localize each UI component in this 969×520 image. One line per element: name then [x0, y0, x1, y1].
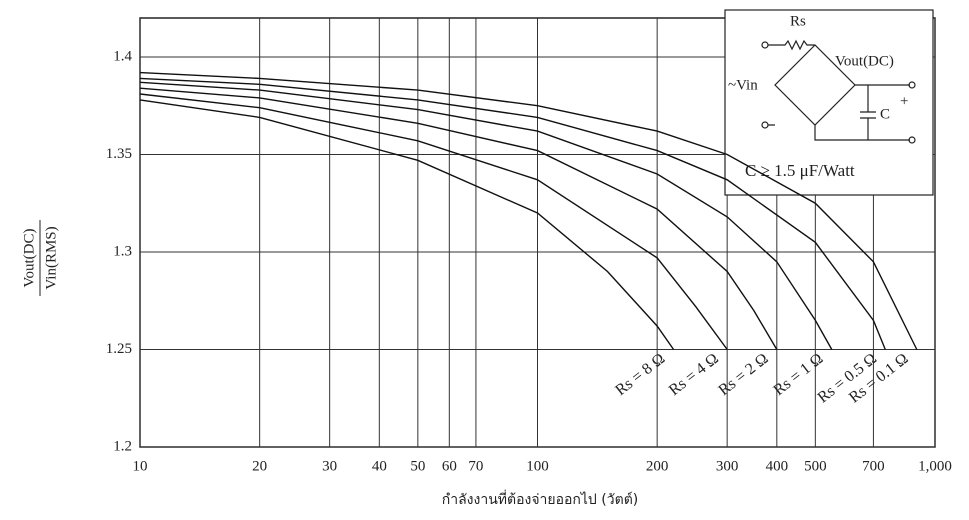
curve — [140, 88, 777, 349]
x-tick-label: 70 — [468, 458, 483, 474]
curve-label: Rs = 4 Ω — [666, 350, 722, 399]
x-tick-label: 400 — [766, 458, 789, 474]
y-tick-label: 1.4 — [113, 48, 132, 64]
x-tick-label: 50 — [410, 458, 425, 474]
chart: Rs ~Vin Vout(DC) + C C ≥ 1.5 μF/Watt กำล… — [0, 0, 969, 515]
x-tick-label: 1,000 — [918, 458, 952, 474]
inset-label: Rs — [790, 13, 806, 29]
curve — [140, 100, 674, 350]
x-tick-label: 200 — [646, 458, 669, 474]
x-tick-label: 10 — [133, 458, 148, 474]
x-tick-label: 20 — [252, 458, 267, 474]
y-axis-label: Vout(DC) Vin(RMS) — [21, 220, 59, 296]
curve-label: Rs = 8 Ω — [612, 350, 668, 399]
inset-label: Vout(DC) — [835, 53, 894, 69]
inset-label: + — [900, 93, 908, 109]
curve — [140, 94, 727, 350]
x-tick-label: 500 — [804, 458, 827, 474]
y-tick-label: 1.35 — [106, 146, 132, 162]
x-tick-label: 60 — [442, 458, 457, 474]
x-tick-label: 700 — [862, 458, 885, 474]
y-label-denominator: Vin(RMS) — [43, 226, 59, 289]
x-tick-label: 40 — [372, 458, 387, 474]
curve-label: Rs = 2 Ω — [716, 350, 772, 399]
inset-label: C — [880, 106, 890, 122]
x-tick-label: 300 — [716, 458, 739, 474]
x-tick-label: 30 — [322, 458, 337, 474]
y-tick-label: 1.2 — [113, 438, 132, 454]
inset-label: ~Vin — [728, 77, 758, 93]
x-tick-label: 100 — [526, 458, 549, 474]
y-tick-label: 1.25 — [106, 341, 132, 357]
inset-note: C ≥ 1.5 μF/Watt — [745, 161, 855, 180]
y-tick-label: 1.3 — [113, 243, 132, 259]
y-label-numerator: Vout(DC) — [21, 229, 37, 288]
x-axis-label: กำลังงานที่ต้องจ่ายออกไป (วัตต์) — [442, 490, 639, 508]
